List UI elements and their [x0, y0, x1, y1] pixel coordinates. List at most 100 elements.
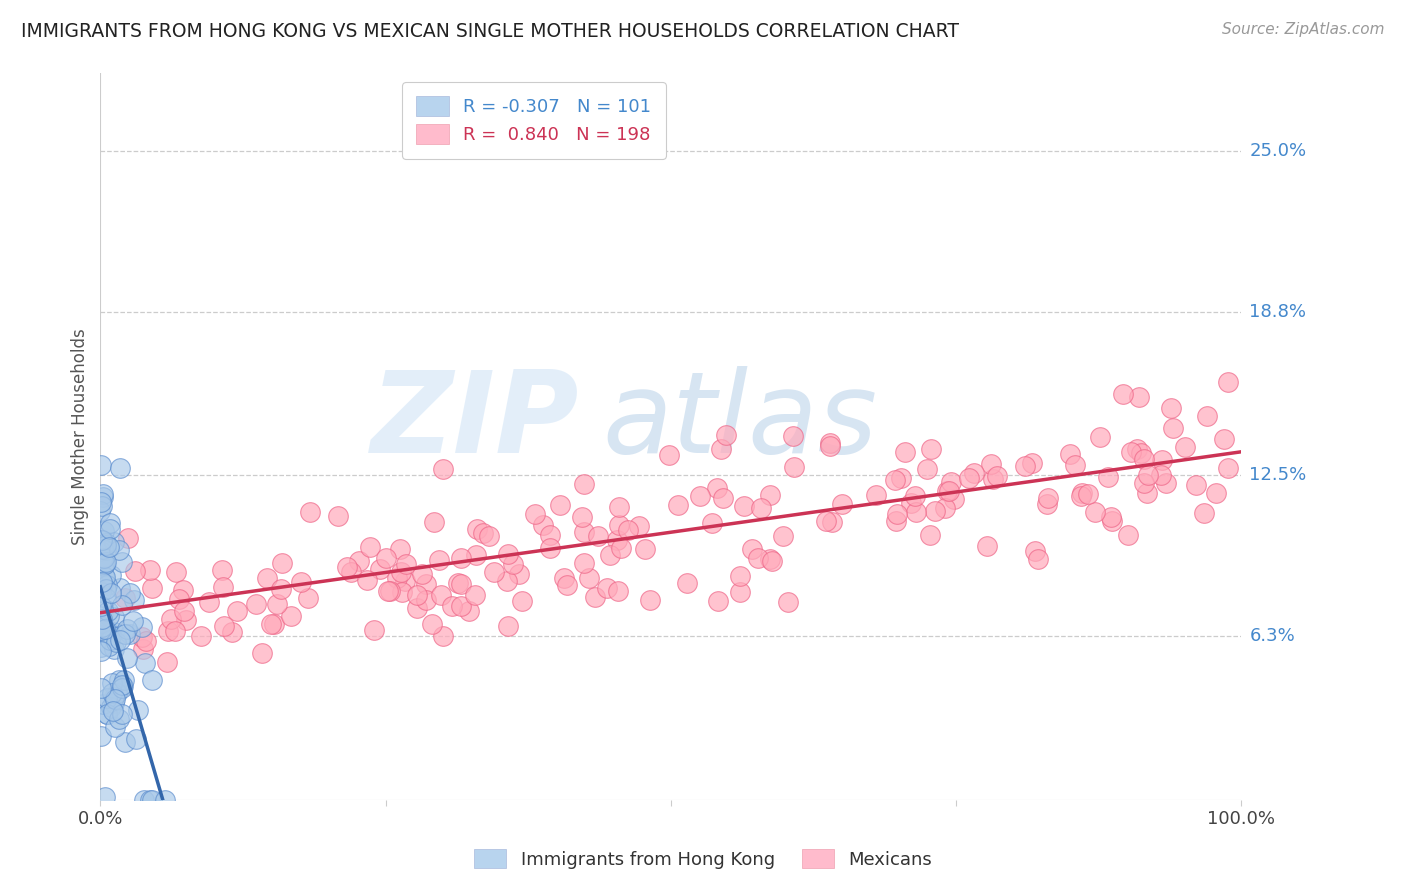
Point — [572, 525, 595, 540]
Point — [94, 570, 117, 584]
Legend: Immigrants from Hong Kong, Mexicans: Immigrants from Hong Kong, Mexicans — [467, 841, 939, 876]
Point — [173, 604, 195, 618]
Point — [606, 533, 628, 548]
Point — [980, 458, 1002, 472]
Point — [245, 597, 267, 611]
Point — [1084, 505, 1107, 519]
Point — [132, 641, 155, 656]
Point — [894, 444, 917, 458]
Point — [1136, 467, 1159, 482]
Point — [531, 517, 554, 532]
Point — [1161, 421, 1184, 435]
Point — [107, 686, 129, 700]
Point — [105, 635, 128, 649]
Point — [616, 523, 638, 537]
Point — [336, 559, 359, 574]
Point — [959, 471, 981, 485]
Point — [889, 470, 911, 484]
Point — [98, 516, 121, 530]
Point — [638, 592, 661, 607]
Point — [141, 673, 163, 687]
Point — [1185, 477, 1208, 491]
Point — [634, 541, 657, 556]
Point — [90, 729, 112, 743]
Point — [508, 567, 530, 582]
Point — [91, 487, 114, 501]
Point — [94, 582, 117, 596]
Point — [172, 582, 194, 597]
Point — [1132, 452, 1154, 467]
Point — [263, 616, 285, 631]
Point — [432, 462, 454, 476]
Point — [115, 651, 138, 665]
Point — [93, 558, 115, 573]
Point — [256, 571, 278, 585]
Point — [141, 792, 163, 806]
Point — [676, 576, 699, 591]
Point — [1130, 446, 1153, 460]
Point — [103, 624, 125, 639]
Point — [94, 790, 117, 805]
Point — [1101, 514, 1123, 528]
Point — [450, 577, 472, 591]
Point — [93, 569, 115, 583]
Point — [1088, 430, 1111, 444]
Point — [471, 526, 494, 541]
Point — [110, 706, 132, 721]
Point — [553, 571, 575, 585]
Point — [212, 580, 235, 594]
Point — [450, 550, 472, 565]
Point — [1099, 510, 1122, 524]
Point — [689, 489, 711, 503]
Point — [457, 604, 479, 618]
Point — [112, 673, 135, 688]
Point — [356, 573, 378, 587]
Point — [266, 597, 288, 611]
Text: 6.3%: 6.3% — [1250, 627, 1295, 645]
Point — [270, 556, 292, 570]
Point — [96, 706, 118, 721]
Point — [90, 458, 112, 472]
Point — [97, 608, 120, 623]
Point — [91, 533, 114, 547]
Point — [1136, 485, 1159, 500]
Point — [96, 536, 118, 550]
Point — [821, 516, 844, 530]
Point — [478, 529, 501, 543]
Point — [388, 541, 411, 556]
Point — [156, 655, 179, 669]
Point — [108, 461, 131, 475]
Point — [710, 442, 733, 456]
Point — [886, 507, 908, 521]
Point — [782, 429, 804, 443]
Point — [440, 599, 463, 613]
Text: 12.5%: 12.5% — [1250, 467, 1306, 484]
Point — [91, 627, 114, 641]
Point — [596, 581, 619, 595]
Y-axis label: Single Mother Households: Single Mother Households — [72, 328, 89, 545]
Point — [610, 541, 633, 555]
Point — [1160, 401, 1182, 415]
Point — [578, 571, 600, 585]
Point — [938, 484, 960, 499]
Point — [627, 518, 650, 533]
Point — [1216, 375, 1239, 389]
Point — [111, 555, 134, 569]
Point — [156, 624, 179, 638]
Point — [101, 704, 124, 718]
Legend: R = -0.307   N = 101, R =  0.840   N = 198: R = -0.307 N = 101, R = 0.840 N = 198 — [402, 82, 665, 159]
Point — [96, 690, 118, 705]
Point — [1036, 497, 1059, 511]
Point — [111, 599, 134, 613]
Point — [432, 629, 454, 643]
Point — [135, 633, 157, 648]
Point — [91, 542, 114, 557]
Point — [252, 647, 274, 661]
Point — [430, 588, 453, 602]
Point — [326, 508, 349, 523]
Point — [502, 557, 524, 571]
Point — [90, 620, 112, 634]
Point — [103, 641, 125, 656]
Point — [198, 595, 221, 609]
Point — [100, 628, 122, 642]
